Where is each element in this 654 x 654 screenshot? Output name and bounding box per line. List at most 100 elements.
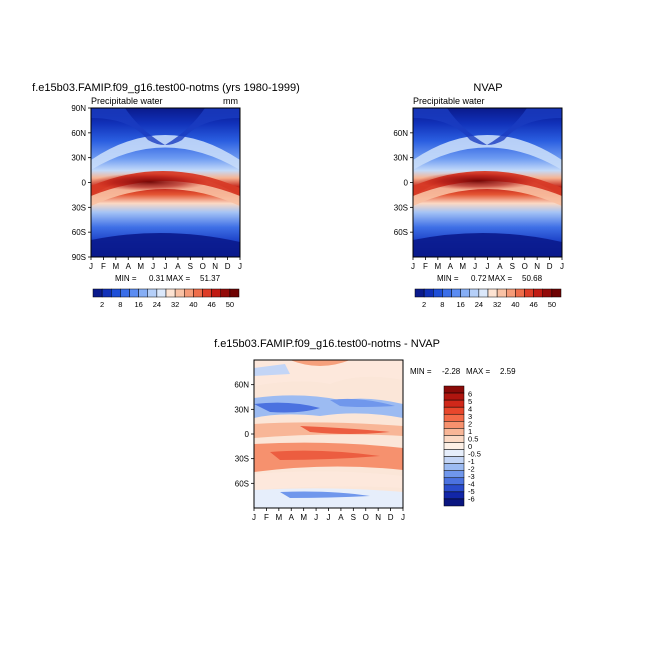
colorbar-swatch xyxy=(147,288,158,298)
colorbar-swatch xyxy=(443,470,465,479)
colorbar-label: 1 xyxy=(468,427,472,436)
colorbar-swatch xyxy=(443,421,465,429)
panel2-title: NVAP xyxy=(473,82,502,94)
y-tick-label: 30S xyxy=(235,455,249,464)
panel1-y-axis: 90N 60N 30N 0 30S 60S 90S xyxy=(71,104,91,262)
y-tick-label: 60S xyxy=(394,228,408,237)
x-tick-label: M xyxy=(137,262,144,271)
x-tick-label: O xyxy=(200,262,206,271)
y-tick-label: 90S xyxy=(72,253,86,262)
panel-model-precipitable-water: f.e15b03.FAMIP.f09_g16.test00-notms (yrs… xyxy=(32,82,300,309)
x-tick-label: A xyxy=(126,262,132,271)
colorbar-swatch xyxy=(443,413,465,422)
y-tick-label: 30N xyxy=(71,154,86,163)
colorbar-swatch xyxy=(443,406,465,415)
colorbar-swatch xyxy=(496,288,507,298)
panel2-subtitle: Precipitable water xyxy=(413,96,485,106)
panel3-max-value: 2.59 xyxy=(500,367,516,376)
panel2-min-value: 0.72 xyxy=(471,274,487,283)
colorbar-label: -4 xyxy=(468,480,475,489)
panel3-min-value: -2.28 xyxy=(442,367,461,376)
y-tick-label: 90N xyxy=(71,104,86,113)
x-tick-label: J xyxy=(560,262,564,271)
colorbar-swatch xyxy=(211,288,221,298)
colorbar-swatch xyxy=(487,288,498,298)
x-tick-label: J xyxy=(473,262,477,271)
panel2-field xyxy=(413,108,562,257)
colorbar-swatch xyxy=(443,385,465,394)
panel2-max-label: MAX = xyxy=(488,274,513,283)
panel2-stats: MIN = 0.72 MAX = 50.68 xyxy=(437,274,543,283)
colorbar-swatch xyxy=(443,392,465,401)
panel1-subtitle: Precipitable water xyxy=(91,96,163,106)
x-tick-label: M xyxy=(459,262,466,271)
panel2-min-label: MIN = xyxy=(437,274,459,283)
y-tick-label: 60N xyxy=(71,129,86,138)
colorbar-swatch xyxy=(533,288,543,298)
panel1-title: f.e15b03.FAMIP.f09_g16.test00-notms (yrs… xyxy=(32,82,300,94)
x-tick-label: J xyxy=(164,262,168,271)
colorbar-label: 32 xyxy=(171,300,179,309)
colorbar-swatch xyxy=(443,498,465,507)
colorbar-swatch xyxy=(92,288,103,298)
x-tick-label: M xyxy=(112,262,119,271)
x-tick-label: D xyxy=(388,513,394,522)
panel1-units: mm xyxy=(223,96,238,106)
colorbar-swatch xyxy=(460,288,470,298)
colorbar-label: 5 xyxy=(468,397,472,406)
panel-difference: f.e15b03.FAMIP.f09_g16.test00-notms - NV… xyxy=(214,338,516,522)
panel3-y-axis: 60N 30N 0 30S 60S xyxy=(234,381,254,488)
colorbar-label: 50 xyxy=(226,300,234,309)
colorbar-swatch xyxy=(443,428,465,436)
colorbar-label: -2 xyxy=(468,465,475,474)
panel2-colorbar: 2 8 16 24 32 40 46 50 xyxy=(414,288,562,309)
colorbar-label: 2 xyxy=(422,300,426,309)
colorbar-label: 8 xyxy=(118,300,122,309)
x-tick-label: S xyxy=(188,262,193,271)
colorbar-swatch xyxy=(220,288,231,298)
x-tick-label: F xyxy=(264,513,269,522)
x-tick-label: A xyxy=(289,513,295,522)
colorbar-label: 40 xyxy=(511,300,519,309)
colorbar-label: 0 xyxy=(468,442,472,451)
y-tick-label: 0 xyxy=(82,179,87,188)
colorbar-label: -1 xyxy=(468,457,475,466)
panel3-field xyxy=(254,360,403,508)
panel2-max-value: 50.68 xyxy=(522,274,543,283)
x-tick-label: A xyxy=(448,262,454,271)
x-tick-label: J xyxy=(411,262,415,271)
colorbar-swatch xyxy=(101,288,112,298)
panel1-min-label: MIN = xyxy=(115,274,137,283)
colorbar-label: -3 xyxy=(468,472,475,481)
x-tick-label: M xyxy=(300,513,307,522)
colorbar-swatch xyxy=(542,288,553,298)
x-tick-label: A xyxy=(497,262,503,271)
colorbar-label: 2 xyxy=(468,420,472,429)
y-tick-label: 30N xyxy=(393,154,408,163)
colorbar-swatch xyxy=(443,477,465,486)
colorbar-swatch xyxy=(524,288,534,298)
x-tick-label: J xyxy=(151,262,155,271)
colorbar-swatch xyxy=(551,288,562,298)
colorbar-swatch xyxy=(111,288,121,298)
colorbar-label: -0.5 xyxy=(468,450,481,459)
colorbar-swatch xyxy=(138,288,148,298)
x-tick-label: N xyxy=(375,513,381,522)
colorbar-label: 2 xyxy=(100,300,104,309)
panel3-max-label: MAX = xyxy=(466,367,491,376)
y-tick-label: 30N xyxy=(234,405,249,414)
colorbar-label: 16 xyxy=(456,300,464,309)
colorbar-label: 16 xyxy=(134,300,142,309)
y-tick-label: 0 xyxy=(404,179,409,188)
y-tick-label: 30S xyxy=(72,203,86,212)
x-tick-label: M xyxy=(434,262,441,271)
colorbar-swatch xyxy=(174,288,185,298)
x-tick-label: N xyxy=(534,262,540,271)
panel3-min-label: MIN = xyxy=(410,367,432,376)
colorbar-swatch xyxy=(443,463,465,471)
colorbar-swatch xyxy=(184,288,194,298)
